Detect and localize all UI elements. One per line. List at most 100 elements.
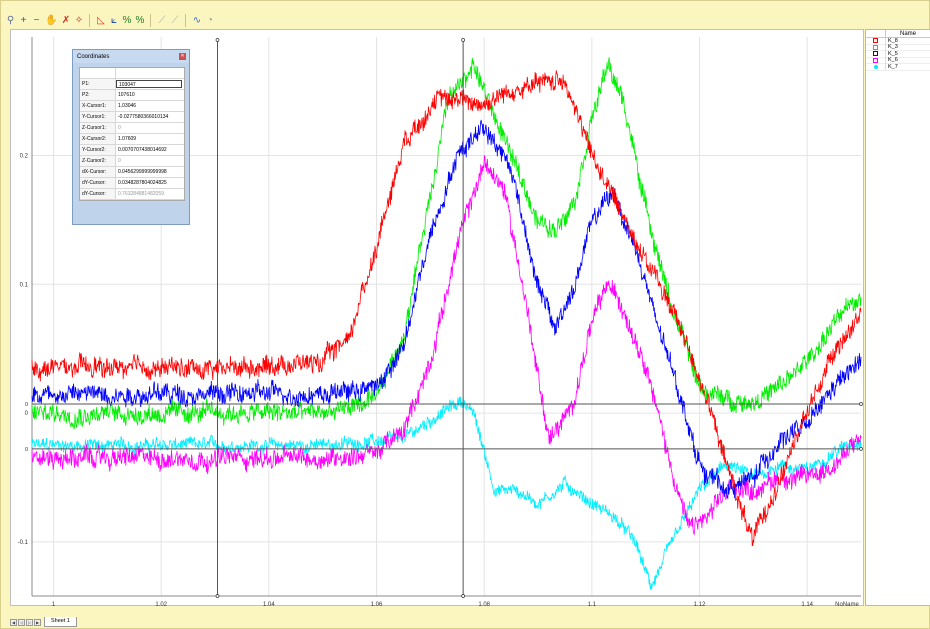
coordinate-value: 107610: [118, 92, 135, 98]
disabled-tool2-icon[interactable]: ⟋: [171, 14, 179, 26]
x-tick-label: 1.1: [588, 602, 597, 607]
cursor-handle-icon[interactable]: [461, 594, 465, 598]
select-tool-icon[interactable]: ⚲: [6, 14, 15, 26]
series-line-k-6: [31, 154, 862, 536]
p1-input[interactable]: 103047: [116, 80, 182, 88]
coordinate-key: Y-Cursor1:: [80, 112, 116, 122]
coordinate-value: 0.763284881482059: [118, 191, 164, 197]
settings-icon[interactable]: ◔: [206, 14, 213, 26]
legend-item[interactable]: K_7: [866, 63, 930, 71]
y-tick-label: 0.2: [20, 153, 29, 159]
coordinate-value: 0.0070707438014692: [118, 147, 167, 153]
coordinate-row: Y-Cursor2: 0.0070707438014692: [80, 145, 184, 156]
pan-icon[interactable]: ✋: [45, 14, 58, 26]
legend-header-blank: [866, 30, 886, 37]
y-tick-label: -0.1: [18, 540, 29, 546]
legend-label: K_6: [888, 57, 898, 63]
coordinate-key: dY-Cursor:: [80, 189, 116, 199]
legend-label: K_7: [888, 63, 898, 70]
snap-icon[interactable]: ✧: [74, 14, 84, 26]
disabled-tool-icon[interactable]: ⟋: [158, 14, 166, 26]
series-line-k-7: [31, 396, 862, 590]
coordinate-key: dX-Cursor:: [80, 167, 116, 177]
coordinate-key: X-Cursor2:: [80, 134, 116, 144]
x-tick-label: 1.12: [694, 602, 706, 607]
chart[interactable]: 1 1.02 1.04 1.06 1.08 1.1 1.12 1.14 0.2 0.1 0 -0.1 N…: [11, 30, 865, 608]
percent-alt-icon[interactable]: %: [135, 14, 145, 26]
coordinate-key: Z-Cursor1:: [80, 123, 116, 133]
legend-header-name[interactable]: Name: [899, 31, 916, 37]
coordinate-key: P1:: [80, 79, 116, 89]
coordinates-title-bar[interactable]: Coordinates ✕: [73, 50, 189, 63]
coordinate-value: -0.0277580366010134: [118, 114, 169, 120]
toolbar-separator: [150, 14, 152, 27]
coordinate-value: 0: [118, 158, 121, 164]
chart-area-icon[interactable]: ◺: [97, 14, 105, 26]
curve-fit-icon[interactable]: ∿: [192, 14, 202, 26]
coordinate-row: X-Cursor1: 1.03046: [80, 101, 184, 112]
coordinate-key: dY-Cursor:: [80, 178, 116, 188]
coordinates-title: Coordinates: [77, 53, 110, 60]
series-line-k-8: [31, 70, 862, 547]
cursor-handle-icon[interactable]: [859, 402, 863, 406]
coordinate-row: dY-Cursor: 0.763284881482059: [80, 189, 184, 200]
legend-item[interactable]: K_6: [866, 57, 930, 64]
series-color-icon: [873, 38, 878, 44]
legend-item[interactable]: K_5: [866, 50, 930, 58]
legend-panel: Name K_8 K_3 K_5 K_6 K_7: [865, 29, 930, 606]
series-line-k-5: [31, 119, 862, 500]
x-tick-label: 1.02: [155, 602, 167, 607]
percent-icon[interactable]: %: [122, 14, 132, 26]
coordinate-row: Z-Cursor1: 0: [80, 123, 184, 134]
x-tick-label: 1: [52, 602, 56, 607]
coordinates-window[interactable]: Coordinates ✕ P1: 103047 P2: 107610 X-Cursor…: [72, 49, 190, 225]
x-axis-label: NoName: [835, 602, 859, 607]
coordinate-row: P1: 103047: [80, 79, 184, 90]
coordinate-key: P2:: [80, 90, 116, 100]
cursor-handle-icon[interactable]: [461, 38, 465, 42]
coordinate-value: 0: [118, 125, 121, 131]
coordinate-key: Y-Cursor2:: [80, 145, 116, 155]
cursor-value-label: 0: [25, 447, 28, 453]
remove-cursor-icon[interactable]: −: [33, 14, 40, 26]
coordinate-key: X-Cursor1:: [80, 101, 116, 111]
x-tick-label: 1.14: [801, 602, 813, 607]
legend-swatch[interactable]: [866, 57, 886, 64]
series-color-icon: [873, 64, 878, 69]
prev-sheet-button[interactable]: ◁: [18, 618, 25, 626]
last-sheet-button[interactable]: ▶: [34, 618, 41, 626]
legend-swatch[interactable]: [866, 37, 886, 44]
coordinates-table: P1: 103047 P2: 107610 X-Cursor1: 1.03046 Y-Cur…: [79, 67, 185, 201]
next-sheet-button[interactable]: ▷: [26, 618, 33, 626]
legend-swatch[interactable]: [866, 63, 886, 70]
cursor-value-label: 0: [25, 402, 28, 408]
cursor-handle-icon[interactable]: [215, 38, 220, 42]
delete-icon[interactable]: ✗: [61, 14, 71, 26]
first-sheet-button[interactable]: ◀: [10, 618, 17, 626]
y-tick-label: 0.1: [20, 282, 29, 288]
series-color-icon: [873, 57, 878, 63]
legend-label: K_5: [888, 50, 898, 57]
close-icon[interactable]: ✕: [179, 53, 186, 60]
coordinate-value: 0.0456299999999998: [118, 169, 167, 175]
cursor-handle-icon[interactable]: [215, 594, 220, 598]
sheet-tab[interactable]: Sheet 1: [44, 617, 77, 627]
coordinate-row: [80, 68, 184, 79]
series-color-icon: [873, 44, 878, 50]
add-cursor-icon[interactable]: +: [20, 14, 27, 26]
legend-item[interactable]: K_8: [866, 37, 930, 45]
coordinate-row: dX-Cursor: 0.0456299999999998: [80, 167, 184, 178]
toolbar-separator: [185, 14, 187, 27]
coordinate-row: dY-Cursor: 0.0348287804024825: [80, 178, 184, 189]
toolbar-separator: [89, 14, 91, 27]
chart-line-icon[interactable]: ⟀: [110, 14, 117, 26]
x-tick-label: 1.08: [478, 602, 490, 607]
x-tick-label: 1.04: [263, 602, 275, 607]
legend-swatch[interactable]: [866, 44, 886, 51]
coordinate-row: P2: 107610: [80, 90, 184, 101]
cursor-handle-icon[interactable]: [859, 447, 863, 451]
coordinate-value: [116, 68, 184, 78]
legend-item[interactable]: K_3: [866, 44, 930, 51]
legend-swatch[interactable]: [866, 50, 886, 57]
